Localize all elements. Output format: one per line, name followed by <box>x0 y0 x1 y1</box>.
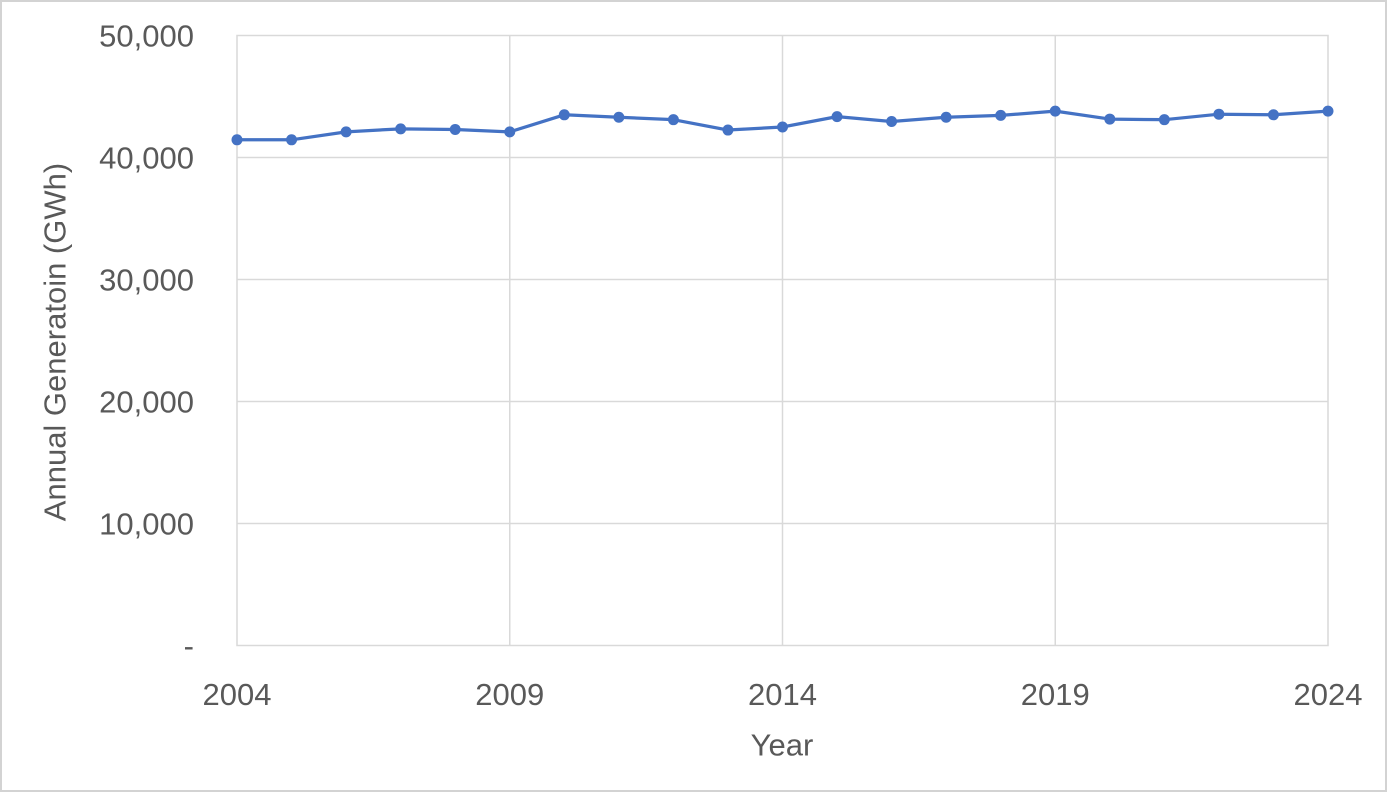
data-point-marker <box>286 134 298 146</box>
data-point-marker <box>340 126 352 138</box>
data-point-marker <box>940 111 952 123</box>
plot-border <box>236 34 1329 647</box>
x-tick-label: 2019 <box>1021 677 1090 712</box>
y-tick-label: 10,000 <box>99 507 194 542</box>
data-point-marker <box>667 114 679 126</box>
data-point-marker <box>1213 108 1225 120</box>
data-point-marker <box>558 109 570 121</box>
data-point-marker <box>995 109 1007 121</box>
data-point-marker <box>1104 113 1116 125</box>
data-point-marker <box>1158 114 1170 126</box>
data-point-marker <box>831 111 843 123</box>
x-tick-label: 2009 <box>475 677 544 712</box>
data-point-marker <box>886 116 898 128</box>
data-point-marker <box>395 123 407 135</box>
data-point-marker <box>1322 105 1334 117</box>
y-tick-label: 20,000 <box>99 385 194 420</box>
data-point-marker <box>504 126 516 138</box>
data-point-marker <box>231 134 243 146</box>
data-point-marker <box>449 123 461 135</box>
data-point-marker <box>777 121 788 133</box>
data-point-marker <box>722 124 734 136</box>
y-tick-label: - <box>184 629 194 664</box>
y-tick-label: 40,000 <box>99 141 194 176</box>
y-tick-label: 30,000 <box>99 263 194 298</box>
x-tick-label: 2014 <box>748 677 817 712</box>
data-point-marker <box>1267 109 1279 121</box>
x-tick-label: 2004 <box>203 677 272 712</box>
x-tick-label: 2024 <box>1294 677 1363 712</box>
data-point-marker <box>613 111 625 123</box>
x-axis-title: Year <box>750 727 814 763</box>
y-tick-label: 50,000 <box>99 19 194 54</box>
data-point-marker <box>1049 105 1061 117</box>
